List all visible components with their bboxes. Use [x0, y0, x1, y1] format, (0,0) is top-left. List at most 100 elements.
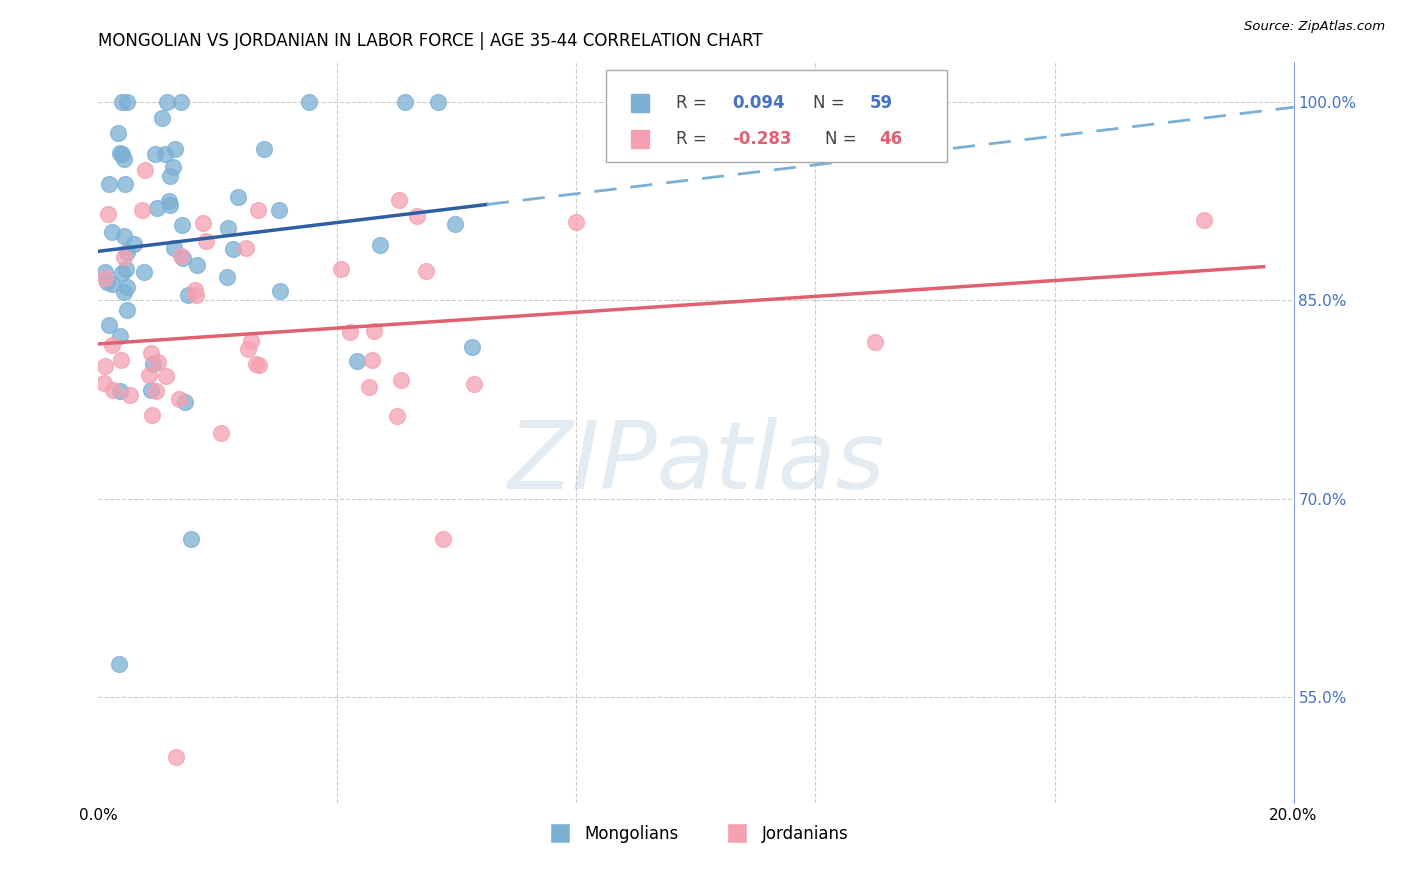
Text: 0.094: 0.094	[733, 95, 785, 112]
Text: Source: ZipAtlas.com: Source: ZipAtlas.com	[1244, 20, 1385, 33]
Point	[101, 337, 124, 351]
Point	[222, 242, 245, 256]
Point	[176, 288, 198, 302]
Point	[150, 111, 173, 125]
Point	[145, 384, 167, 398]
Point	[269, 284, 291, 298]
Point	[432, 532, 454, 546]
Point	[226, 190, 249, 204]
Point	[159, 169, 181, 183]
Point	[112, 285, 135, 299]
Point	[346, 354, 368, 368]
Point	[132, 265, 155, 279]
Point	[115, 280, 138, 294]
Point	[112, 228, 135, 243]
Point	[163, 241, 186, 255]
Point	[146, 354, 169, 368]
Point	[463, 376, 485, 391]
Point	[97, 178, 120, 192]
Point	[247, 358, 270, 372]
Point	[159, 194, 181, 209]
Point	[253, 142, 276, 156]
Point	[170, 218, 193, 232]
Point	[110, 353, 132, 368]
Point	[100, 277, 122, 291]
Point	[141, 408, 163, 422]
Point	[385, 409, 408, 424]
Point	[184, 288, 207, 302]
Point	[195, 234, 218, 248]
Point	[96, 275, 118, 289]
Point	[298, 95, 321, 109]
Point	[134, 162, 156, 177]
Point	[117, 95, 139, 109]
Point	[361, 353, 384, 368]
Point	[131, 202, 153, 217]
Point	[155, 368, 177, 383]
Point	[156, 95, 179, 109]
Point	[103, 383, 125, 397]
Point	[122, 236, 145, 251]
Point	[165, 749, 187, 764]
Point	[359, 380, 381, 394]
Point	[239, 334, 262, 348]
Point	[159, 197, 181, 211]
Point	[107, 126, 129, 140]
Point	[217, 221, 239, 235]
Point	[139, 346, 162, 360]
Text: 46: 46	[879, 129, 901, 148]
Point	[111, 266, 134, 280]
Point	[107, 657, 129, 671]
Point	[406, 210, 429, 224]
Point	[329, 262, 352, 277]
Point	[209, 425, 232, 440]
Text: R =: R =	[676, 129, 711, 148]
Point	[461, 340, 484, 354]
Point	[153, 146, 176, 161]
Point	[108, 145, 131, 160]
Point	[339, 325, 361, 339]
Point	[112, 251, 135, 265]
Point	[94, 270, 117, 285]
Point	[111, 95, 134, 109]
Text: -0.283: -0.283	[733, 129, 792, 148]
Point	[415, 263, 437, 277]
Point	[114, 261, 136, 276]
Point	[142, 357, 165, 371]
Text: N =: N =	[825, 129, 862, 148]
FancyBboxPatch shape	[606, 70, 948, 162]
Point	[170, 95, 193, 109]
Point	[97, 207, 120, 221]
Point	[427, 95, 450, 109]
Point	[245, 357, 267, 371]
Point	[117, 245, 139, 260]
Text: R =: R =	[676, 95, 711, 112]
Point	[191, 216, 214, 230]
Point	[1192, 213, 1215, 227]
Legend: Mongolians, Jordanians: Mongolians, Jordanians	[536, 819, 856, 850]
Point	[111, 147, 134, 161]
Point	[363, 324, 385, 338]
Point	[170, 249, 193, 263]
Point	[141, 383, 163, 397]
Point	[180, 533, 202, 547]
Point	[236, 343, 259, 357]
Point	[865, 334, 887, 349]
Point	[146, 201, 169, 215]
Point	[389, 373, 412, 387]
Text: ZIPatlas: ZIPatlas	[508, 417, 884, 508]
Point	[184, 283, 207, 297]
Point	[93, 264, 115, 278]
Point	[444, 217, 467, 231]
Point	[162, 160, 184, 174]
Point	[112, 152, 135, 166]
Point	[565, 215, 588, 229]
Point	[114, 177, 136, 191]
Point	[215, 270, 238, 285]
Point	[93, 376, 115, 390]
Point	[117, 303, 139, 318]
Point	[101, 225, 124, 239]
Text: 59: 59	[869, 95, 893, 112]
Point	[108, 329, 131, 343]
Point	[186, 258, 208, 272]
